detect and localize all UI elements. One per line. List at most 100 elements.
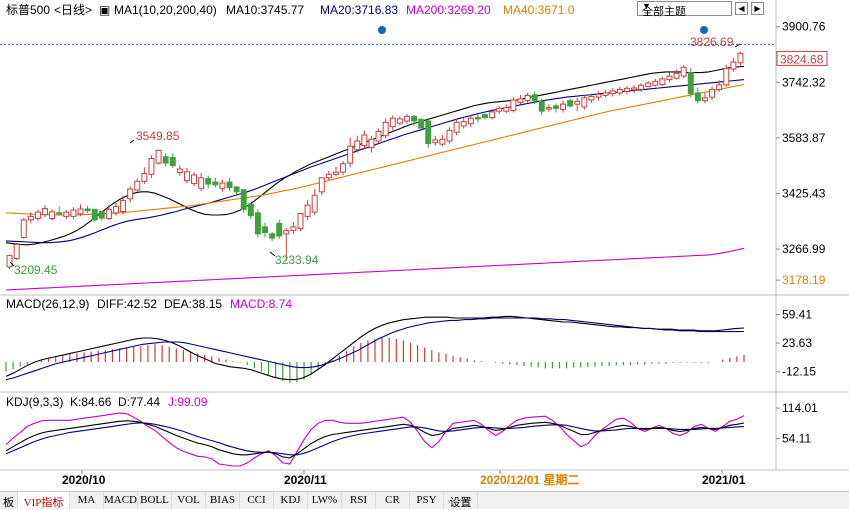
candle[interactable] — [446, 129, 453, 142]
candle[interactable] — [347, 145, 354, 164]
candle[interactable] — [198, 177, 205, 189]
candle[interactable] — [638, 84, 645, 90]
candle[interactable] — [318, 177, 325, 193]
candle[interactable] — [581, 97, 588, 108]
event-dot-icon[interactable] — [378, 26, 386, 34]
candle[interactable] — [91, 208, 98, 221]
candle[interactable] — [460, 121, 467, 127]
candle[interactable] — [176, 168, 183, 174]
candle[interactable] — [105, 208, 112, 219]
tab-bias[interactable]: BIAS — [206, 492, 240, 508]
tab-macd[interactable]: MACD — [104, 492, 138, 508]
candle[interactable] — [560, 103, 567, 110]
candle[interactable] — [49, 211, 56, 219]
candle[interactable] — [545, 107, 552, 110]
candle[interactable] — [552, 105, 559, 109]
tab-ma[interactable]: MA — [70, 492, 104, 508]
candle[interactable] — [63, 211, 70, 217]
candle[interactable] — [524, 94, 531, 102]
candle[interactable] — [616, 88, 623, 94]
tab-kdj[interactable]: KDJ — [274, 492, 308, 508]
tab-cci[interactable]: CCI — [240, 492, 274, 508]
candle[interactable] — [396, 118, 403, 124]
candle[interactable] — [652, 80, 659, 86]
candle[interactable] — [432, 139, 439, 144]
candle[interactable] — [701, 97, 708, 102]
candle[interactable] — [127, 188, 134, 200]
candle[interactable] — [588, 95, 595, 101]
candle[interactable] — [141, 173, 148, 182]
candle[interactable] — [687, 72, 694, 95]
tab-vol[interactable]: VOL — [172, 492, 206, 508]
tab-vip-indicator[interactable]: VIP指标 — [18, 492, 70, 509]
main-panel[interactable]: 3900.76 3742.32 3583.87 3425.43 3266.99 3178.… — [0, 20, 828, 291]
candle[interactable] — [276, 222, 283, 237]
macd-panel[interactable]: MACD(26,12,9) DIFF:42.52 DEA:38.15 MACD:8.7… — [5, 297, 816, 383]
period-label[interactable]: <日线> — [54, 3, 92, 17]
candle[interactable] — [262, 226, 268, 233]
candle[interactable] — [482, 114, 488, 118]
next-arrow-icon[interactable]: ▶ — [751, 2, 764, 15]
candle[interactable] — [389, 117, 396, 128]
candle[interactable] — [20, 219, 27, 238]
candle[interactable] — [269, 233, 276, 239]
candle[interactable] — [169, 156, 176, 167]
candle[interactable] — [496, 107, 503, 112]
tab-cr[interactable]: CR — [376, 492, 410, 508]
candle[interactable] — [503, 107, 510, 112]
candle[interactable] — [737, 52, 744, 64]
tab-board[interactable]: 板 — [0, 492, 18, 509]
candle[interactable] — [709, 88, 716, 98]
candle[interactable] — [77, 208, 84, 215]
candle[interactable] — [467, 117, 474, 125]
candle[interactable] — [240, 189, 247, 210]
candle[interactable] — [205, 177, 212, 185]
candle[interactable] — [375, 131, 382, 142]
candle[interactable] — [6, 255, 13, 268]
candle[interactable] — [247, 203, 254, 217]
candle[interactable] — [510, 99, 517, 111]
candle[interactable] — [680, 66, 687, 77]
candle[interactable] — [325, 173, 332, 179]
candle[interactable] — [212, 181, 219, 186]
candle[interactable] — [304, 204, 311, 217]
candle[interactable] — [574, 100, 581, 105]
candle[interactable] — [453, 121, 460, 133]
candle[interactable] — [730, 61, 737, 70]
candle[interactable] — [332, 171, 339, 175]
candle[interactable] — [70, 209, 77, 217]
prev-arrow-icon[interactable]: ◀ — [735, 2, 748, 15]
candle[interactable] — [489, 111, 496, 118]
candle[interactable] — [382, 121, 389, 137]
candle[interactable] — [694, 92, 701, 102]
candle[interactable] — [162, 156, 169, 164]
tab-settings[interactable]: 设置 — [444, 492, 478, 509]
candle[interactable] — [531, 94, 538, 102]
candle[interactable] — [34, 211, 41, 219]
candle[interactable] — [148, 158, 155, 175]
candle[interactable] — [297, 213, 304, 230]
candle[interactable] — [411, 115, 418, 122]
candle[interactable] — [425, 120, 432, 144]
candle[interactable] — [602, 92, 609, 96]
candle[interactable] — [631, 87, 637, 91]
candle[interactable] — [113, 206, 119, 214]
candle[interactable] — [723, 67, 730, 86]
candle[interactable] — [340, 163, 347, 173]
candle[interactable] — [361, 134, 368, 147]
tab-psy[interactable]: PSY — [410, 492, 444, 508]
stock-chart[interactable]: 3900.76 3742.32 3583.87 3425.43 3266.99 3178.… — [0, 0, 849, 491]
candle[interactable] — [42, 208, 49, 216]
candle[interactable] — [226, 181, 233, 189]
candle[interactable] — [219, 182, 226, 189]
candle[interactable] — [283, 229, 290, 235]
candle[interactable] — [623, 87, 630, 93]
candle[interactable] — [27, 215, 34, 221]
candle[interactable] — [191, 174, 198, 184]
kdj-panel[interactable]: KDJ(9,3,3) K:84.66 D:77.44 J:99.09 114.01 54.… — [5, 395, 818, 487]
candle[interactable] — [183, 171, 190, 182]
candle[interactable] — [403, 115, 410, 122]
candle[interactable] — [659, 78, 666, 86]
event-dot-icon[interactable] — [700, 26, 708, 34]
candle[interactable] — [538, 100, 545, 112]
